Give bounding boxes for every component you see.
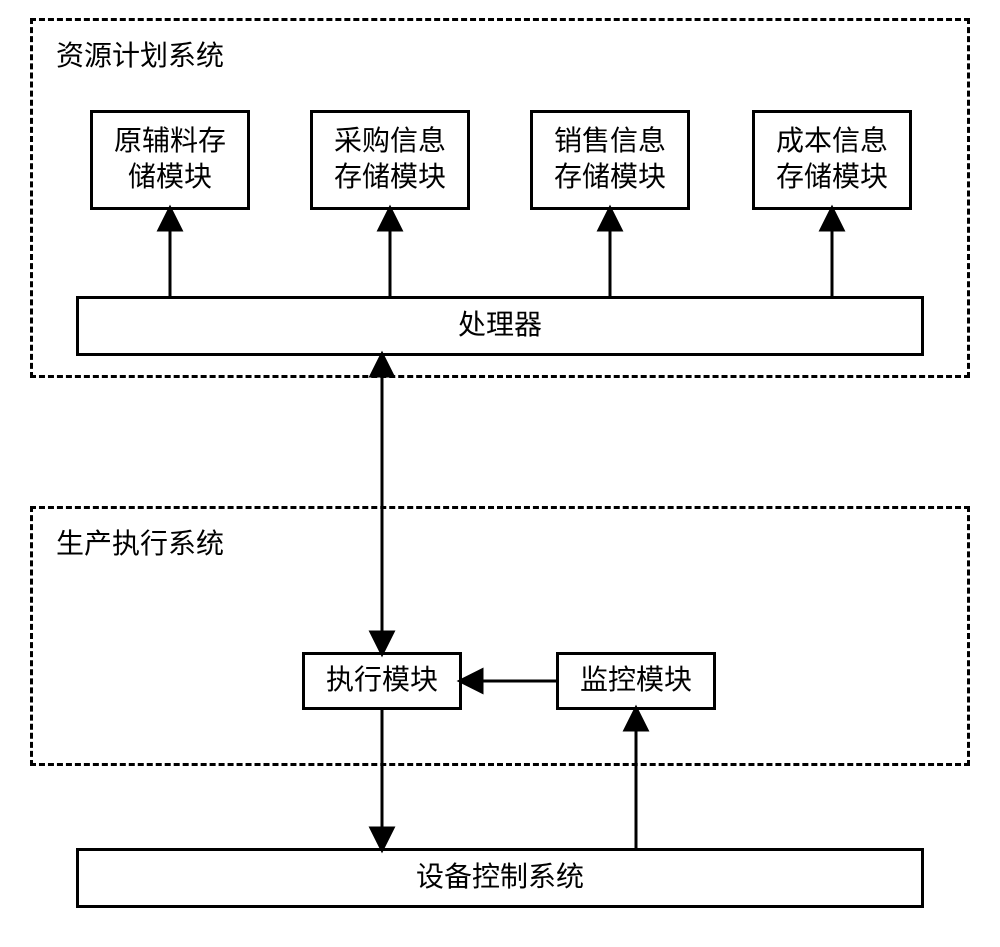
resource-planning-system-title: 资源计划系统 [56, 34, 224, 74]
cost-info-storage-module-box: 成本信息存储模块 [752, 110, 912, 210]
sales-info-storage-module-box: 销售信息存储模块 [530, 110, 690, 210]
processor-box: 处理器 [76, 296, 924, 356]
box-label: 原辅料存储模块 [114, 124, 226, 197]
box-label: 执行模块 [326, 663, 438, 699]
raw-material-storage-module-box: 原辅料存储模块 [90, 110, 250, 210]
device-control-system-box: 设备控制系统 [76, 848, 924, 908]
box-label: 采购信息存储模块 [334, 124, 446, 197]
monitoring-module-box: 监控模块 [556, 652, 716, 710]
box-label: 处理器 [458, 308, 542, 344]
production-execution-system-title: 生产执行系统 [56, 522, 224, 562]
execution-module-box: 执行模块 [302, 652, 462, 710]
diagram-canvas: 资源计划系统 原辅料存储模块 采购信息存储模块 销售信息存储模块 成本信息存储模… [0, 0, 1000, 947]
procurement-info-storage-module-box: 采购信息存储模块 [310, 110, 470, 210]
box-label: 设备控制系统 [416, 860, 584, 896]
box-label: 监控模块 [580, 663, 692, 699]
box-label: 销售信息存储模块 [554, 124, 666, 197]
box-label: 成本信息存储模块 [776, 124, 888, 197]
